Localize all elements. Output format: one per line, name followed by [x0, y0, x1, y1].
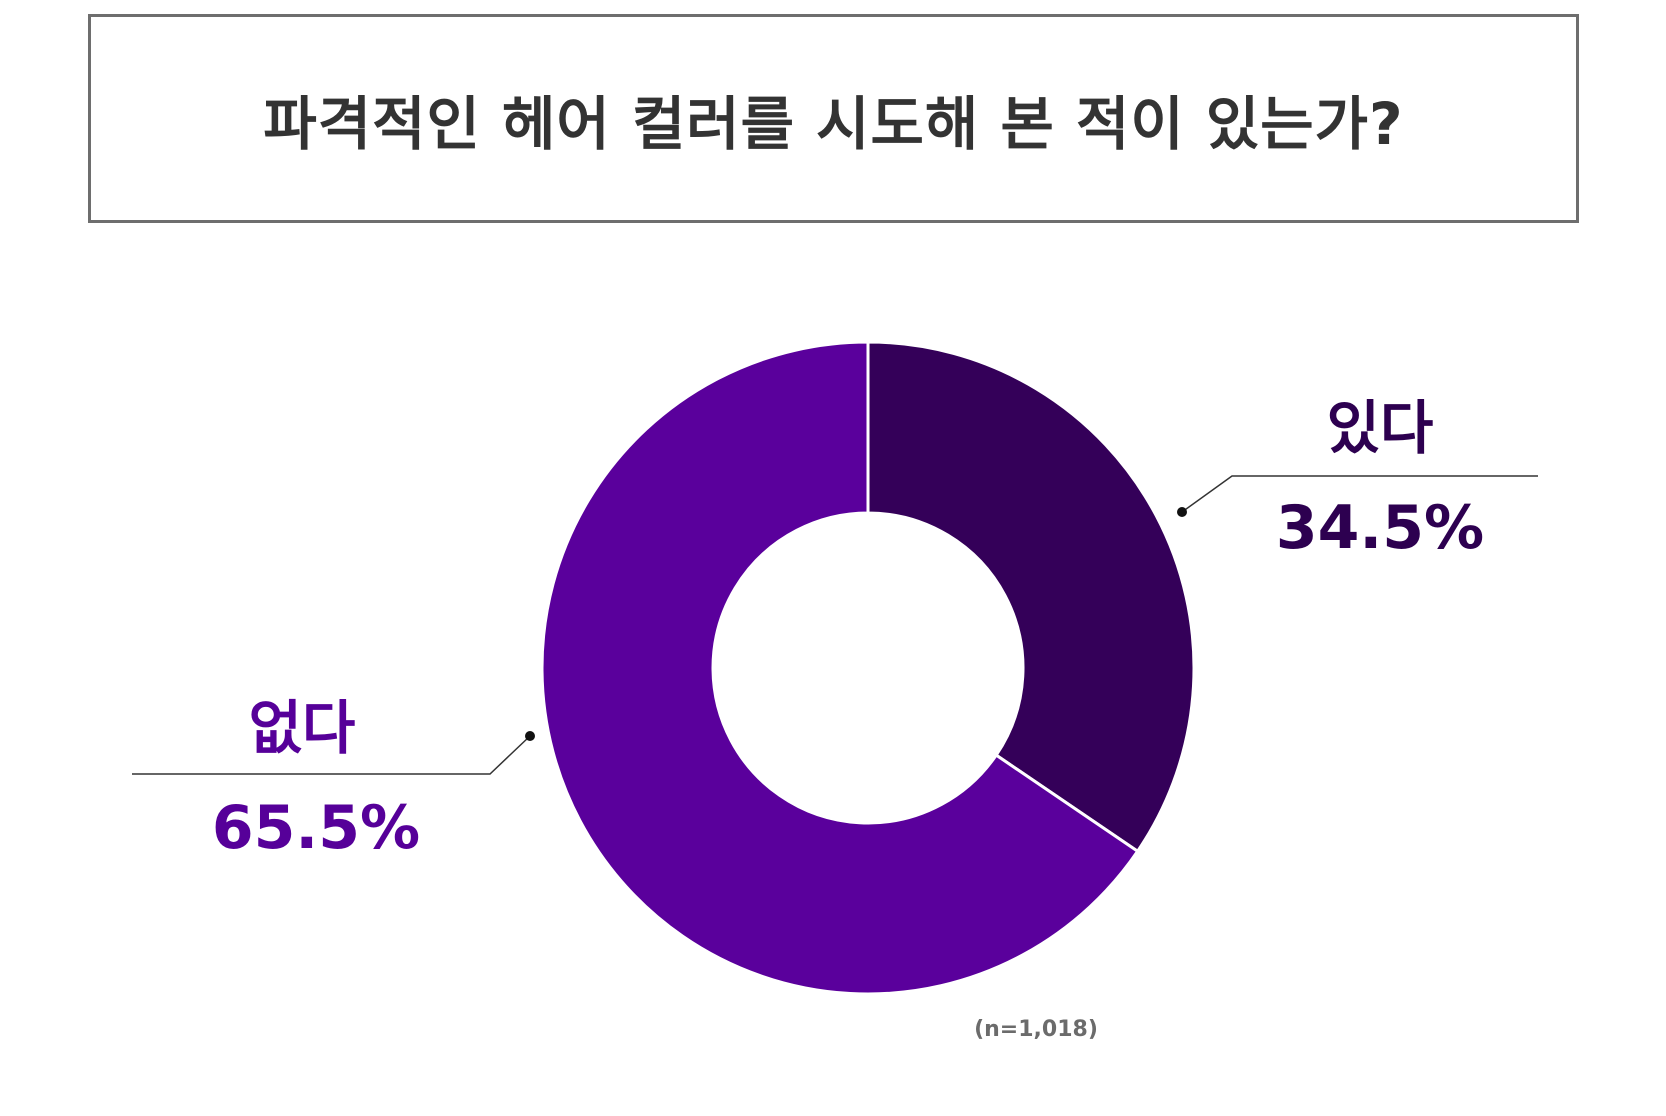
sample-size-note: (n=1,018) [974, 1017, 1098, 1042]
donut-slices [540, 340, 1196, 996]
chart-title: 파격적인 헤어 컬러를 시도해 본 적이 있는가? [263, 89, 1404, 158]
donut-slice-0 [866, 340, 1196, 854]
donut-slice-1 [540, 340, 1140, 996]
slice-label-name-0: 있다 [1327, 394, 1434, 462]
leader-lines [132, 475, 1538, 775]
slice-labels: 있다 34.5% 없다 65.5% [212, 394, 1484, 863]
slice-label-value-1: 65.5% [212, 793, 420, 863]
leader-dot-0 [1177, 507, 1187, 517]
title-box: 파격적인 헤어 컬러를 시도해 본 적이 있는가? [88, 14, 1579, 223]
slice-label-value-0: 34.5% [1276, 493, 1484, 563]
leader-line-0 [1181, 475, 1538, 513]
slice-label-name-1: 없다 [249, 694, 356, 762]
leader-line-1 [132, 735, 531, 775]
leader-dot-1 [525, 731, 535, 741]
